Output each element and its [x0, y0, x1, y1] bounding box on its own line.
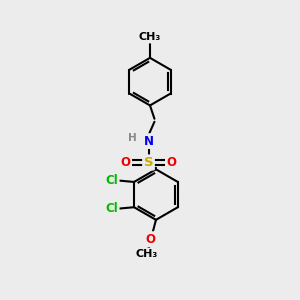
Text: Cl: Cl	[105, 202, 118, 215]
Text: H: H	[128, 133, 136, 143]
Text: S: S	[144, 156, 153, 169]
Text: O: O	[167, 156, 176, 169]
Text: O: O	[121, 156, 130, 169]
Text: Cl: Cl	[105, 174, 118, 187]
Text: O: O	[146, 233, 156, 246]
Text: CH₃: CH₃	[135, 249, 157, 259]
Text: CH₃: CH₃	[139, 32, 161, 42]
Text: N: N	[143, 135, 154, 148]
